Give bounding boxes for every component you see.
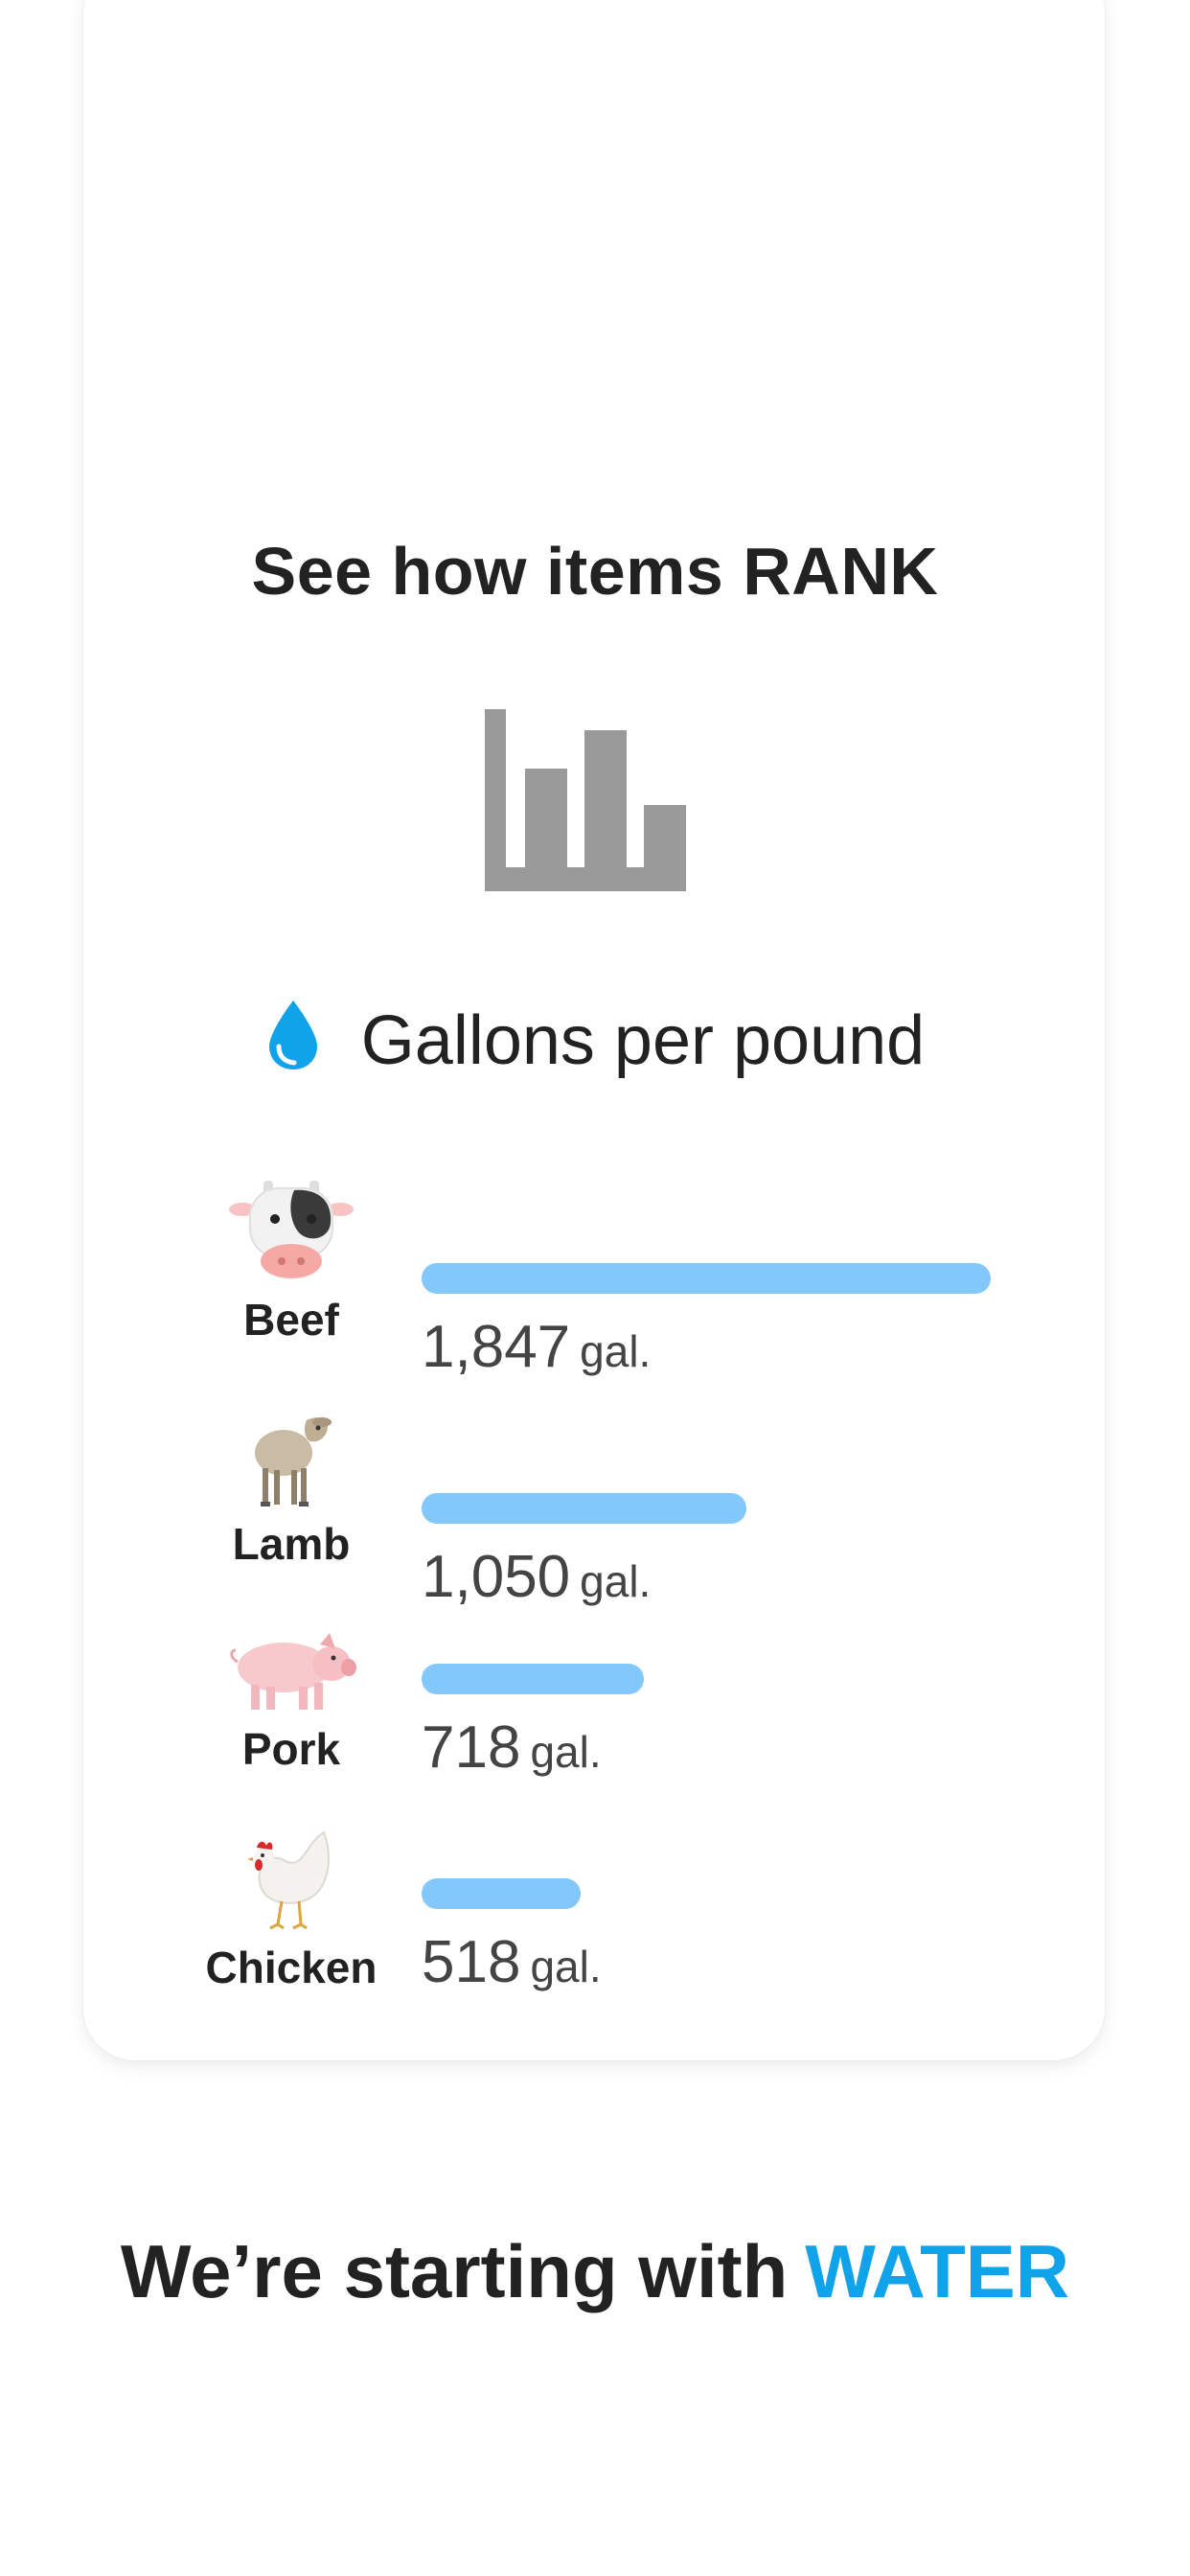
footer-accent: WATER xyxy=(805,2229,1070,2313)
cow-icon xyxy=(229,1181,354,1278)
card-title: See how items RANK xyxy=(251,534,939,609)
item-value: 1,050 gal. xyxy=(422,1544,652,1610)
metric-label: Gallons per pound xyxy=(360,1001,926,1079)
bar-chart-icon xyxy=(485,709,686,891)
item-value: 1,847 gal. xyxy=(422,1314,652,1380)
footer-headline: We’re starting with WATER xyxy=(0,2228,1190,2315)
value-bar xyxy=(422,1263,991,1294)
value-bar xyxy=(422,1664,644,1694)
item-name: Beef xyxy=(243,1295,339,1345)
sheep-icon xyxy=(255,1417,332,1506)
value-bar xyxy=(422,1493,746,1524)
pig-icon xyxy=(230,1633,356,1710)
item-value: 518 gal. xyxy=(422,1929,602,1995)
item-name: Chicken xyxy=(205,1943,378,1992)
chicken-icon xyxy=(247,1830,330,1930)
info-card xyxy=(83,0,1105,2060)
metric-heading: Gallons per pound xyxy=(0,997,1190,1080)
footer-text: We’re starting with xyxy=(120,2229,789,2313)
item-value: 718 gal. xyxy=(422,1714,602,1781)
value-bar xyxy=(422,1878,581,1909)
water-drop-icon xyxy=(268,1000,317,1070)
item-name: Pork xyxy=(241,1724,341,1774)
item-name: Lamb xyxy=(232,1519,351,1569)
